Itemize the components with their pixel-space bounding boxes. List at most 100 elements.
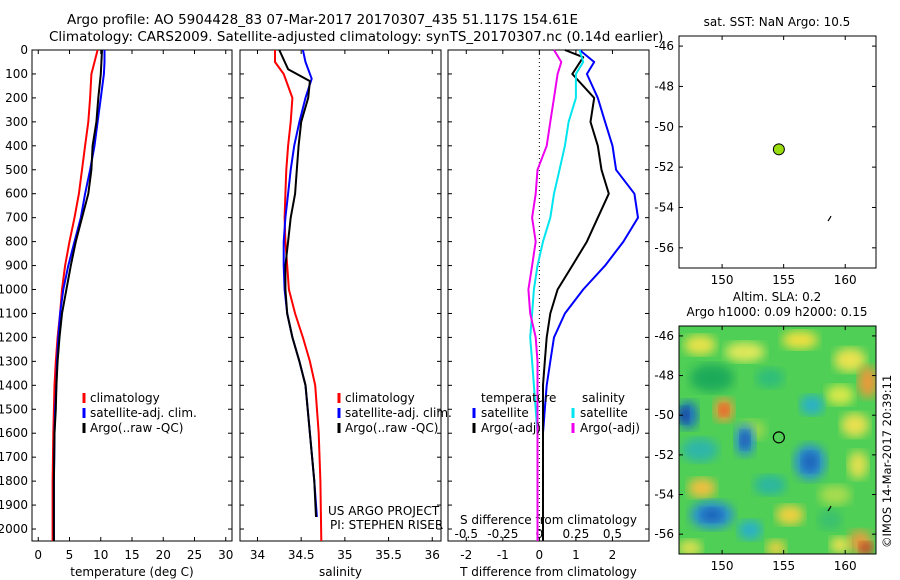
sal-series-argo-raw-qc- <box>278 49 317 518</box>
temp-xtick-label: 10 <box>93 548 108 562</box>
sla-anomaly-blob <box>818 510 842 530</box>
sla-map-ytick-label: -52 <box>654 448 674 462</box>
depth-tick-label: 1000 <box>0 283 28 297</box>
depth-tick-label: 900 <box>5 259 28 273</box>
sla-anomaly-blob <box>766 540 786 554</box>
diff-legend-label: satellite <box>580 406 628 420</box>
diff-xtick-label: -1 <box>497 548 509 562</box>
sst-map-title: sat. SST: NaN Argo: 10.5 <box>704 15 851 29</box>
sst-map-xtick-label: 155 <box>772 273 795 287</box>
depth-tick-label: 1600 <box>0 426 28 440</box>
sla-anomaly-blob <box>725 342 765 362</box>
sla-anomaly-blob <box>858 366 876 398</box>
sla-anomaly-blob <box>740 431 750 449</box>
sla-map-coastline <box>827 505 832 512</box>
sal-xtick-label: 35.5 <box>375 548 402 562</box>
sal-xlabel: salinity <box>319 565 362 579</box>
sal-annotation: PI: STEPHEN RISER <box>330 518 443 532</box>
sla-anomaly-blob <box>679 540 702 554</box>
sal-axes-frame <box>239 49 442 542</box>
diff-series-temperature-satellite <box>542 49 639 541</box>
diff-xtick-label: -2 <box>460 548 472 562</box>
temp-legend-label: Argo(..raw -QC) <box>90 421 183 435</box>
sla-anomaly-blob <box>754 475 786 495</box>
temp-series-climatology <box>51 49 99 541</box>
sla-heatmap <box>679 326 876 554</box>
depth-tick-label: 1200 <box>0 330 28 344</box>
diff-xtick-label: 0 <box>536 548 544 562</box>
sla-anomaly-blob <box>690 364 734 392</box>
depth-tick-label: 300 <box>5 115 28 129</box>
diff-series-salinity-satellite <box>529 49 585 541</box>
sst-map-ytick-label: -46 <box>654 39 674 53</box>
sla-anomaly-blob <box>738 520 762 540</box>
temp-xtick-label: 0 <box>34 548 42 562</box>
sla-map-ytick-label: -54 <box>654 488 674 502</box>
sal-xtick-label: 35 <box>337 548 352 562</box>
depth-tick-label: 800 <box>5 235 28 249</box>
depth-tick-label: 0 <box>20 43 28 57</box>
diff-top-xlabel: S difference from climatology <box>460 513 637 527</box>
sla-anomaly-blob <box>826 385 854 405</box>
sla-anomaly-blob <box>819 485 851 505</box>
diff-s-tick-label: 0 <box>536 527 544 541</box>
title-line-2: Climatology: CARS2009. Satellite-adjuste… <box>49 29 664 45</box>
sla-map-ytick-label: -46 <box>654 329 674 343</box>
sst-map-ytick-label: -54 <box>654 200 674 214</box>
sst-map-xtick-label: 160 <box>834 273 857 287</box>
temp-xtick-label: 20 <box>156 548 171 562</box>
depth-tick-label: 1400 <box>0 378 28 392</box>
temp-xtick-label: 30 <box>218 548 233 562</box>
diff-series-salinity-argo-adj- <box>527 49 563 541</box>
diff-legend-label: Argo(-adj) <box>580 421 640 435</box>
sla-map-xtick-label: 160 <box>834 559 857 573</box>
temp-xtick-label: 5 <box>66 548 74 562</box>
sst-map-xtick-label: 150 <box>711 273 734 287</box>
depth-tick-label: 200 <box>5 91 28 105</box>
diff-xtick-label: 2 <box>609 548 617 562</box>
depth-tick-label: 500 <box>5 163 28 177</box>
depth-tick-label: 1900 <box>0 498 28 512</box>
depth-tick-label: 1300 <box>0 354 28 368</box>
sst-map-ytick-label: -52 <box>654 160 674 174</box>
sst-map-float-marker <box>772 143 785 156</box>
sla-map-ytick-label: -56 <box>654 527 674 541</box>
sla-map-subtitle: Argo h1000: 0.09 h2000: 0.15 <box>687 305 868 319</box>
depth-tick-label: 400 <box>5 139 28 153</box>
depth-tick-label: 1800 <box>0 474 28 488</box>
sla-anomaly-blob <box>841 413 869 437</box>
sla-anomaly-blob <box>802 452 818 472</box>
sal-series-climatology <box>274 50 323 542</box>
sla-anomaly-blob <box>679 407 689 423</box>
depth-tick-label: 1100 <box>0 306 28 320</box>
sal-xtick-label: 34 <box>250 548 265 562</box>
imos-watermark: ©IMOS 14-Mar-2017 20:39:11 <box>880 374 894 548</box>
diff-s-tick-label: 0.25 <box>563 527 590 541</box>
sla-anomaly-blob <box>800 395 824 415</box>
sla-anomaly-blob <box>848 451 868 479</box>
sla-anomaly-blob <box>776 505 804 525</box>
sla-anomaly-blob <box>834 348 866 372</box>
sla-map-xtick-label: 155 <box>772 559 795 573</box>
temp-series-argo-raw-qc- <box>52 49 103 541</box>
sal-legend-label: Argo(..raw -QC) <box>345 421 438 435</box>
sla-map-ytick-label: -48 <box>654 369 674 383</box>
diff-legend-heading-temperature: temperature <box>481 391 556 405</box>
diff-legend-heading-salinity: salinity <box>582 391 625 405</box>
sla-anomaly-blob <box>682 438 718 462</box>
depth-tick-label: 700 <box>5 211 28 225</box>
sla-anomaly-blob <box>782 331 818 349</box>
temp-legend-label: climatology <box>90 391 160 405</box>
diff-axes-frame <box>447 49 650 542</box>
sal-xtick-label: 36 <box>425 548 440 562</box>
diff-legend-label: Argo(-adj) <box>481 421 541 435</box>
sla-anomaly-blob <box>688 478 716 498</box>
depth-tick-label: 1500 <box>0 402 28 416</box>
temp-xtick-label: 25 <box>187 548 202 562</box>
sla-anomaly-blob <box>756 368 784 388</box>
depth-tick-label: 100 <box>5 67 28 81</box>
temp-xlabel: temperature (deg C) <box>70 565 193 579</box>
temp-xtick-label: 15 <box>124 548 139 562</box>
depth-tick-label: 1700 <box>0 450 28 464</box>
